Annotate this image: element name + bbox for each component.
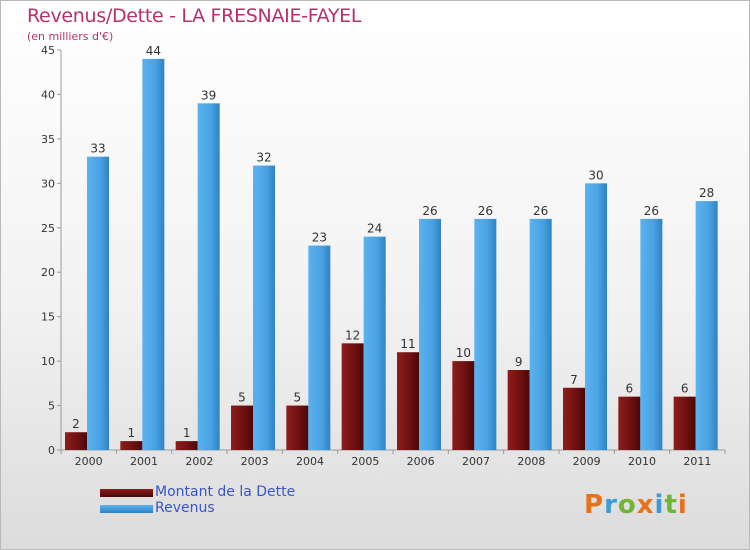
data-label-dette: 12 <box>345 328 360 342</box>
y-tick-label: 35 <box>41 133 55 146</box>
bar-revenus <box>695 201 718 450</box>
data-label-dette: 11 <box>400 337 415 351</box>
bar-dette <box>507 370 530 450</box>
data-label-dette: 5 <box>238 391 246 405</box>
bar-dette <box>175 441 198 450</box>
bar-revenus <box>87 156 109 450</box>
data-label-revenus: 30 <box>588 168 603 182</box>
chart-title: Revenus/Dette - LA FRESNAIE-FAYEL <box>27 5 362 27</box>
data-label-revenus: 23 <box>312 231 327 245</box>
bars <box>65 58 718 451</box>
data-label-dette: 7 <box>570 373 578 387</box>
logo-letter: P <box>584 490 605 520</box>
logo-letter: i <box>677 490 688 520</box>
bar-revenus <box>585 183 607 451</box>
bar-revenus <box>474 218 497 450</box>
data-label-revenus: 26 <box>422 204 437 218</box>
data-label-revenus: 24 <box>367 222 382 236</box>
bar-revenus <box>419 218 441 450</box>
y-tick-label: 45 <box>41 44 55 57</box>
x-tick-label: 2003 <box>241 455 269 468</box>
data-label-revenus: 28 <box>699 186 714 200</box>
logo-letter: i <box>654 490 665 520</box>
x-tick-label: 2006 <box>407 455 435 468</box>
bar-dette <box>618 396 641 450</box>
data-label-dette: 1 <box>128 426 136 440</box>
data-label-dette: 5 <box>294 391 302 405</box>
legend-swatch-dette <box>100 489 153 497</box>
x-tick-label: 2004 <box>296 455 324 468</box>
logo-letter: x <box>636 490 655 520</box>
y-tick-label: 25 <box>41 222 55 235</box>
y-tick-label: 0 <box>48 444 55 457</box>
bar-dette <box>673 396 696 450</box>
bar-revenus <box>308 245 331 450</box>
data-label-revenus: 26 <box>478 204 493 218</box>
y-tick-label: 15 <box>41 311 55 324</box>
x-tick-label: 2009 <box>573 455 601 468</box>
x-tick-label: 2000 <box>75 455 103 468</box>
bar-dette <box>65 432 87 450</box>
data-label-revenus: 26 <box>644 204 659 218</box>
data-label-revenus: 26 <box>533 204 548 218</box>
legend-label-revenus: Revenus <box>155 500 215 516</box>
bar-revenus <box>253 165 275 451</box>
data-label-revenus: 32 <box>256 151 271 165</box>
data-label-dette: 6 <box>626 382 634 396</box>
bar-revenus <box>529 218 552 450</box>
logo-letter: r <box>604 490 618 520</box>
logo-letter: t <box>664 490 678 520</box>
proxiti-logo: Proxiti <box>584 490 688 520</box>
bar-dette <box>286 405 309 450</box>
data-label-dette: 6 <box>681 382 689 396</box>
bar-dette <box>397 352 419 450</box>
bar-revenus <box>197 103 220 450</box>
bar-revenus <box>142 58 165 451</box>
data-label-dette: 1 <box>183 426 191 440</box>
bar-revenus <box>640 218 663 450</box>
bar-dette <box>452 361 475 450</box>
x-tick-label: 2008 <box>517 455 545 468</box>
x-tick-label: 2005 <box>351 455 379 468</box>
data-label-dette: 10 <box>456 346 471 360</box>
x-tick-label: 2002 <box>185 455 213 468</box>
logo-letter: o <box>617 490 637 520</box>
data-label-revenus: 33 <box>90 142 105 156</box>
data-label-revenus: 39 <box>201 88 216 102</box>
data-label-dette: 9 <box>515 355 523 369</box>
bar-dette <box>563 387 585 450</box>
legend-label-dette: Montant de la Dette <box>155 484 296 500</box>
data-labels: 2 33 1 44 1 39 5 32 5 23 12 24 11 26 10 26 9 26 7 30 6 26 6 28 <box>72 44 714 440</box>
data-label-dette: 2 <box>72 417 80 431</box>
y-tick-label: 20 <box>41 266 55 279</box>
data-label-revenus: 44 <box>146 44 161 58</box>
x-tick-label: 2001 <box>130 455 158 468</box>
y-tick-label: 30 <box>41 177 55 190</box>
y-tick-label: 40 <box>41 88 55 101</box>
y-tick-label: 5 <box>48 400 55 413</box>
bar-dette <box>120 441 143 450</box>
x-tick-label: 2010 <box>628 455 656 468</box>
x-tick-label: 2011 <box>683 455 711 468</box>
bar-dette <box>231 405 253 450</box>
chart-subtitle: (en milliers d'€) <box>27 30 114 43</box>
legend-swatch-revenus <box>100 505 153 513</box>
x-tick-label: 2007 <box>462 455 490 468</box>
bar-dette <box>341 343 364 450</box>
bar-revenus <box>363 236 386 450</box>
y-tick-label: 10 <box>41 355 55 368</box>
